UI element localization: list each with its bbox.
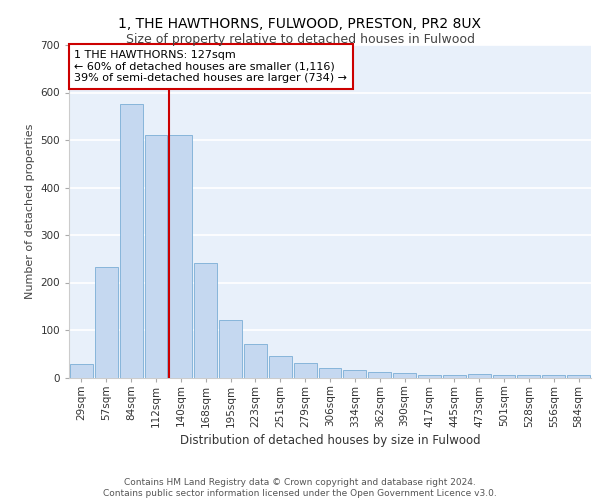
Bar — [468, 374, 491, 378]
Text: Size of property relative to detached houses in Fulwood: Size of property relative to detached ho… — [125, 32, 475, 46]
Bar — [443, 375, 466, 378]
Text: 1 THE HAWTHORNS: 127sqm
← 60% of detached houses are smaller (1,116)
39% of semi: 1 THE HAWTHORNS: 127sqm ← 60% of detache… — [74, 50, 347, 83]
Bar — [393, 373, 416, 378]
Y-axis label: Number of detached properties: Number of detached properties — [25, 124, 35, 299]
Bar — [120, 104, 143, 378]
Bar — [418, 374, 441, 378]
Bar — [194, 262, 217, 378]
Bar — [294, 363, 317, 378]
Bar — [517, 375, 540, 378]
Bar — [169, 135, 192, 378]
X-axis label: Distribution of detached houses by size in Fulwood: Distribution of detached houses by size … — [179, 434, 481, 446]
Bar — [343, 370, 366, 378]
Text: Contains HM Land Registry data © Crown copyright and database right 2024.
Contai: Contains HM Land Registry data © Crown c… — [103, 478, 497, 498]
Bar — [542, 375, 565, 378]
Bar — [95, 268, 118, 378]
Bar — [219, 320, 242, 378]
Bar — [244, 344, 267, 378]
Bar — [145, 135, 167, 378]
Bar — [368, 372, 391, 378]
Bar — [493, 375, 515, 378]
Bar — [269, 356, 292, 378]
Bar — [567, 374, 590, 378]
Bar — [319, 368, 341, 378]
Text: 1, THE HAWTHORNS, FULWOOD, PRESTON, PR2 8UX: 1, THE HAWTHORNS, FULWOOD, PRESTON, PR2 … — [119, 18, 482, 32]
Bar — [70, 364, 93, 378]
